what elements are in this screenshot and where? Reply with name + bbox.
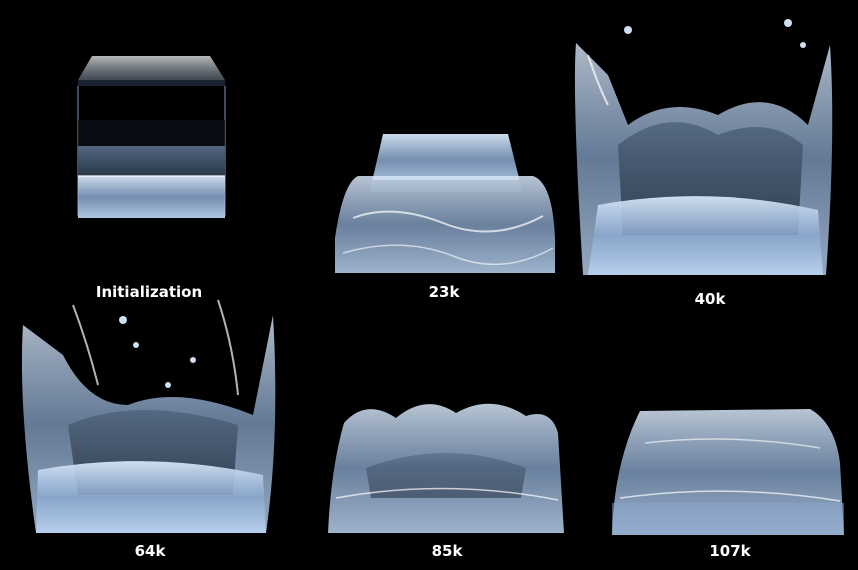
frame-107k	[610, 403, 846, 537]
glass-box-initialization	[77, 56, 226, 218]
water-85k	[328, 403, 564, 533]
frame-85k	[326, 388, 566, 536]
caption-107k: 107k	[709, 542, 751, 560]
caption-40k: 40k	[694, 290, 726, 308]
frame-23k	[333, 128, 558, 276]
frame-initialization	[70, 50, 230, 220]
caption-initialization: Initialization	[95, 283, 203, 301]
caption-85k: 85k	[431, 542, 463, 560]
water-23k	[335, 134, 555, 273]
caption-23k: 23k	[428, 283, 460, 301]
water-107k	[612, 409, 844, 535]
frame-64k	[18, 285, 280, 535]
frame-40k	[568, 15, 842, 277]
water-64k	[21, 299, 276, 533]
caption-64k: 64k	[134, 542, 166, 560]
water-40k	[574, 19, 833, 275]
